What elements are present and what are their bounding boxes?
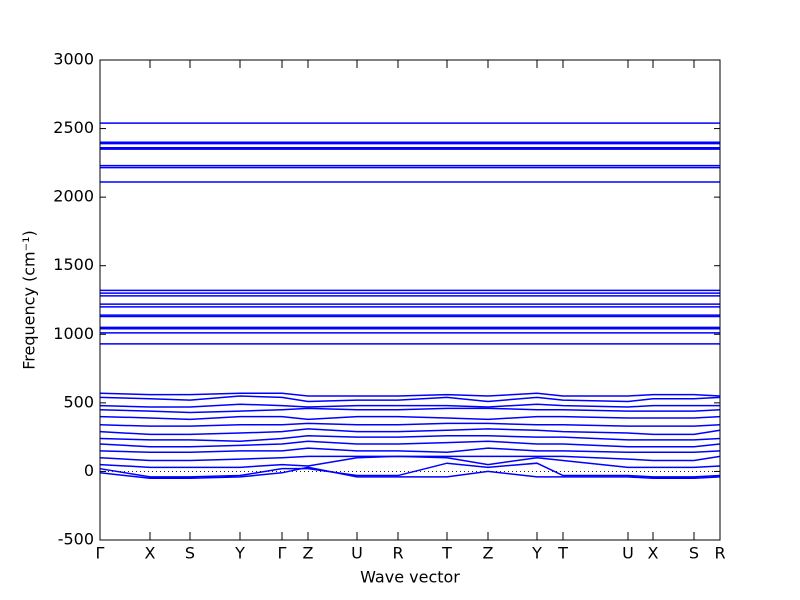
plot-frame [99,59,721,541]
y-tick-label: 1000 [53,324,94,343]
band-line [99,407,721,414]
x-tick-label: Z [303,544,314,563]
band-line [99,403,720,408]
x-tick-label: Γ [278,544,287,563]
band-line [99,440,721,448]
band-line [99,466,721,480]
x-tick-label: T [441,544,452,563]
x-tick-label: U [351,544,363,563]
band-line [99,455,721,469]
x-tick-label: R [392,544,403,563]
band-line [99,462,721,478]
y-tick-label: 0 [84,461,94,480]
x-tick-label: Z [483,544,494,563]
band-line [99,415,721,421]
x-tick-label: Y [531,544,542,563]
band-line [99,455,721,462]
band-line [99,392,721,397]
y-tick-label: 1500 [53,255,94,274]
y-tick-label: 2500 [53,118,94,137]
y-tick-label: 2000 [53,187,94,206]
x-tick-label: S [689,544,699,563]
band-line [99,428,721,436]
band-line [99,422,721,427]
x-tick-label: X [145,544,156,563]
band-line [99,395,721,403]
y-tick-label: -500 [58,530,94,549]
y-tick-label: 500 [63,392,94,411]
x-axis-label: Wave vector [360,568,460,587]
band-line [99,447,721,453]
x-tick-label: U [622,544,634,563]
x-tick-label: R [714,544,725,563]
band-line [99,435,721,443]
x-tick-label: T [557,544,568,563]
y-tick-label: 3000 [53,50,94,69]
x-tick-label: Y [234,544,245,563]
x-tick-label: X [648,544,659,563]
x-tick-label: S [185,544,195,563]
y-axis-label: Frequency (cm⁻¹) [20,230,39,369]
x-tick-label: Γ [96,544,105,563]
